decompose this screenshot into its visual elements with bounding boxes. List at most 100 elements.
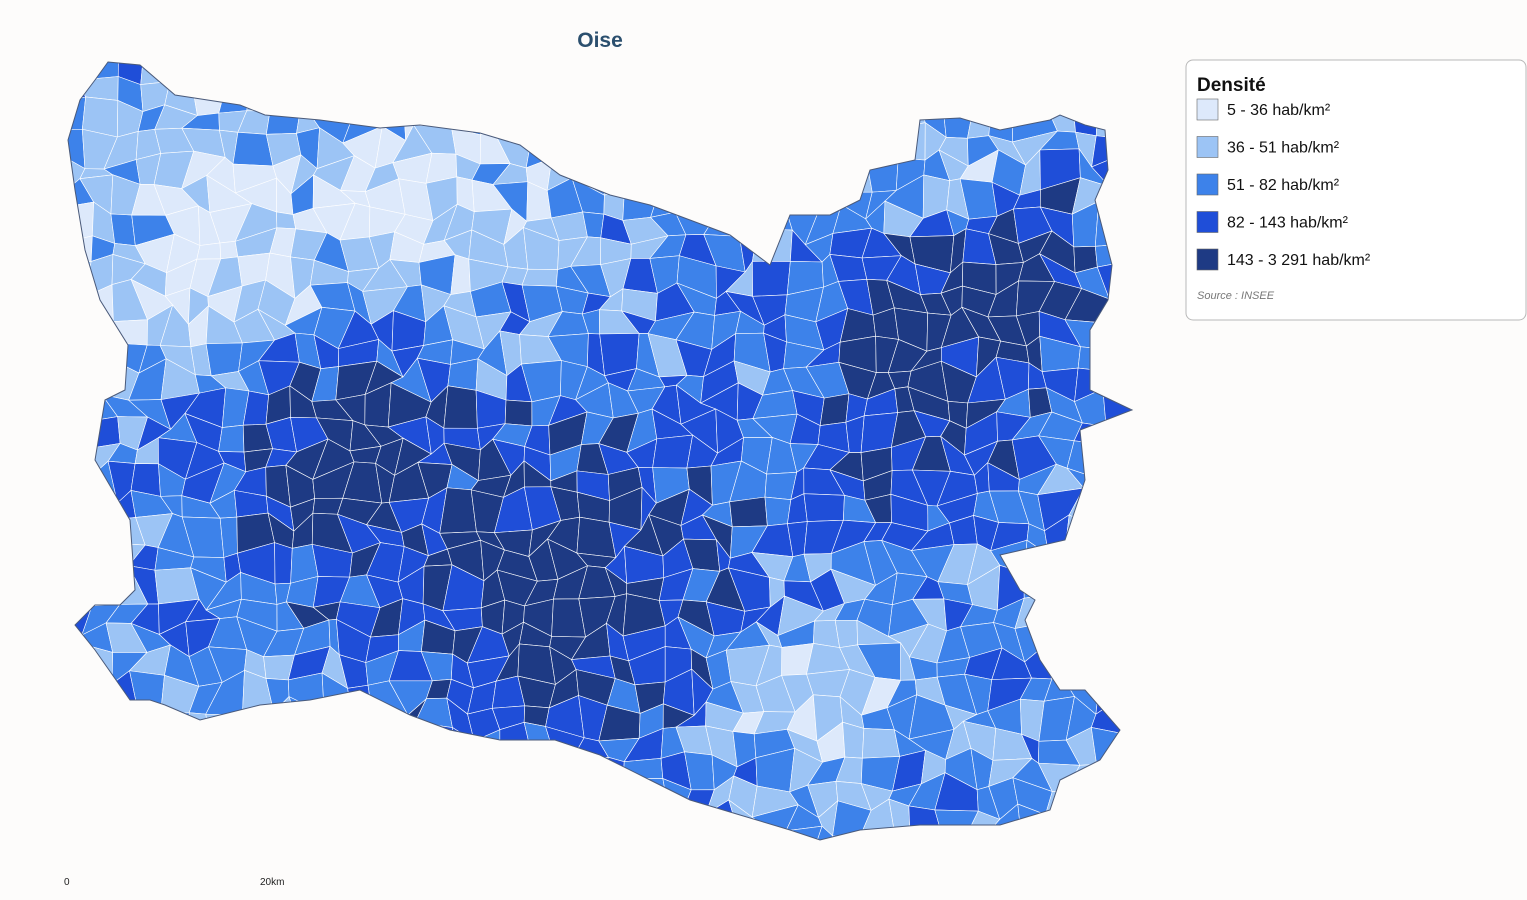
commune <box>532 62 560 88</box>
commune <box>1145 372 1182 397</box>
commune <box>68 235 93 263</box>
commune <box>466 753 501 791</box>
commune <box>1122 803 1132 831</box>
commune <box>397 721 434 765</box>
commune <box>310 77 354 117</box>
commune <box>166 731 190 753</box>
commune <box>470 815 509 838</box>
commune <box>521 268 558 287</box>
commune <box>628 62 666 90</box>
commune <box>75 749 110 793</box>
commune <box>266 826 297 840</box>
commune <box>68 395 92 423</box>
commune <box>1145 156 1186 184</box>
commune <box>813 852 842 895</box>
commune <box>1198 831 1240 866</box>
commune <box>544 853 587 878</box>
commune <box>133 826 166 840</box>
commune <box>185 736 222 756</box>
commune <box>68 479 89 501</box>
commune <box>109 865 137 884</box>
commune <box>137 709 168 733</box>
commune <box>882 62 924 90</box>
commune <box>1120 468 1132 498</box>
commune <box>648 62 694 86</box>
commune <box>909 834 943 840</box>
commune <box>804 62 847 91</box>
commune <box>366 732 400 765</box>
commune <box>1070 569 1106 593</box>
commune <box>988 101 1014 143</box>
commune <box>763 825 795 840</box>
commune <box>1149 631 1185 645</box>
commune <box>964 859 997 888</box>
commune <box>764 136 787 160</box>
commune <box>492 97 531 144</box>
commune <box>1048 833 1080 840</box>
commune <box>1153 525 1185 558</box>
commune <box>804 78 839 103</box>
commune <box>373 781 398 806</box>
commune <box>375 833 408 840</box>
commune <box>1071 592 1101 636</box>
commune <box>313 723 357 763</box>
commune <box>106 721 146 764</box>
commune <box>1119 774 1132 814</box>
commune <box>1072 830 1104 840</box>
legend-swatch <box>1196 173 1219 196</box>
commune <box>1042 592 1075 636</box>
commune <box>996 859 1031 888</box>
commune <box>191 800 218 835</box>
commune <box>265 110 301 135</box>
commune <box>1168 858 1204 888</box>
commune <box>76 865 115 895</box>
commune <box>365 62 408 81</box>
commune <box>260 780 293 813</box>
commune <box>1142 775 1188 806</box>
commune <box>76 515 121 550</box>
commune <box>1128 644 1132 679</box>
commune <box>88 721 110 762</box>
commune <box>677 62 712 86</box>
commune <box>1147 469 1179 500</box>
commune <box>838 131 876 161</box>
commune <box>418 829 456 840</box>
commune <box>169 62 192 82</box>
commune <box>1039 622 1085 652</box>
commune <box>1195 653 1234 678</box>
commune <box>1154 491 1186 532</box>
commune <box>395 62 430 75</box>
commune <box>778 62 814 80</box>
commune <box>1124 135 1132 156</box>
legend-label: 5 - 36 hab/km² <box>1227 102 1331 119</box>
commune <box>1120 592 1132 632</box>
commune <box>291 761 331 782</box>
commune <box>764 496 792 527</box>
commune <box>313 713 353 737</box>
commune <box>213 829 234 840</box>
commune <box>1103 304 1123 351</box>
commune <box>1130 723 1132 758</box>
commune <box>68 830 88 840</box>
commune <box>75 671 119 710</box>
commune <box>1073 631 1101 663</box>
commune <box>599 824 629 840</box>
commune <box>1203 606 1221 625</box>
commune <box>246 74 276 112</box>
legend-items: 5 - 36 hab/km² 36 - 51 hab/km² 51 - 82 hab… <box>1196 98 1371 271</box>
commune <box>730 159 767 180</box>
commune <box>1151 291 1187 325</box>
commune <box>493 754 533 789</box>
scale-start: 0 <box>64 877 70 888</box>
commune <box>82 499 121 520</box>
commune <box>438 74 479 106</box>
commune <box>190 62 227 87</box>
commune <box>599 126 641 167</box>
commune <box>769 854 794 881</box>
commune <box>1151 306 1188 340</box>
commune <box>348 62 370 88</box>
commune <box>1125 412 1132 455</box>
commune <box>76 803 118 840</box>
commune <box>1147 105 1186 136</box>
commune <box>578 105 614 141</box>
